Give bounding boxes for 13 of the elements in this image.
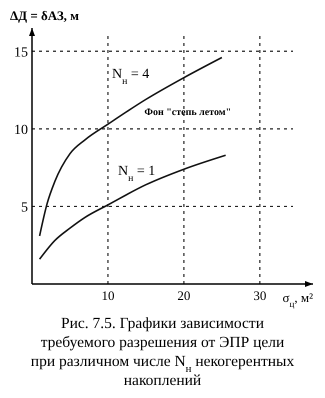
x-tick-label: 30 <box>253 288 266 303</box>
y-tick-label: 10 <box>14 122 28 138</box>
y-tick-label: 5 <box>21 200 28 216</box>
x-tick-label: 20 <box>177 288 190 303</box>
text: Рис. 7.5. Графики зависимости требуемого разрешения от ЭПР цели при различном числе N$_{н}$ некогерентных накоплений <box>30 315 294 389</box>
line-series <box>38 154 226 260</box>
x-axis-title: σ$_{ц}$, м² <box>282 290 314 309</box>
annotation: Фон "степь летом" <box>144 107 232 118</box>
y-axis-title: ΔД = δАЗ, м <box>10 8 80 23</box>
series-label: N$_{н}$ = 1 <box>118 164 156 184</box>
x-tick-label: 10 <box>101 288 114 303</box>
series-label: N$_{н}$ = 4 <box>112 67 150 87</box>
y-tick-label: 15 <box>14 45 28 60</box>
